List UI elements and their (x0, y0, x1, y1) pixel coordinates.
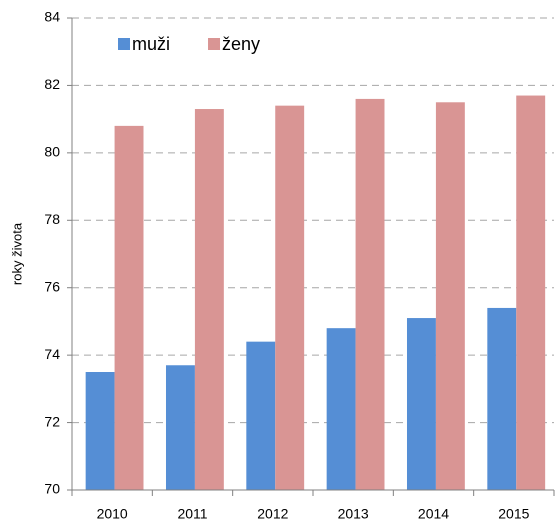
bar (246, 341, 276, 490)
legend-swatch (208, 38, 221, 50)
legend-swatch (118, 38, 130, 50)
x-tick-label: 2012 (257, 506, 288, 521)
x-tick-label: 2011 (177, 506, 207, 521)
y-tick-label: 74 (44, 346, 60, 362)
x-tick-label: 2013 (338, 506, 369, 521)
y-tick-label: 82 (44, 76, 60, 92)
bar (165, 365, 195, 490)
legend-label: muži (132, 34, 170, 54)
y-tick-label: 72 (44, 413, 60, 429)
y-axis-label: roky života (9, 222, 24, 285)
y-tick-label: 76 (44, 278, 60, 294)
bar (326, 328, 356, 490)
x-tick-label: 2010 (97, 506, 128, 521)
y-tick-label: 84 (44, 9, 60, 25)
bar (114, 125, 144, 490)
y-tick-label: 80 (44, 144, 60, 160)
y-tick-label: 78 (44, 211, 60, 227)
bar (85, 372, 115, 490)
bar (275, 105, 305, 491)
x-tick-label: 2014 (418, 506, 449, 521)
bar (435, 102, 465, 491)
bar (516, 95, 546, 491)
bar (194, 109, 224, 491)
bar (487, 307, 517, 490)
legend-label: ženy (222, 34, 260, 54)
x-tick-label: 2015 (498, 506, 529, 521)
bar (355, 98, 385, 491)
bar (406, 318, 436, 490)
y-tick-label: 70 (44, 481, 60, 497)
